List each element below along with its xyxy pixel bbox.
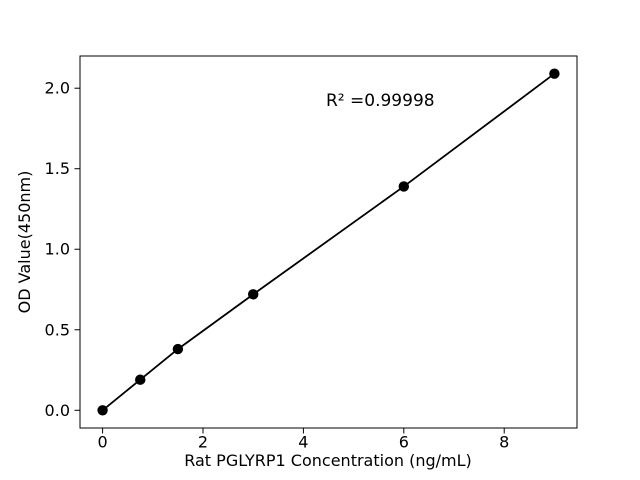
x-tick-label: 0 — [97, 433, 107, 452]
y-axis: 0.0 0.5 1.0 1.5 2.0 — [45, 79, 80, 420]
x-tick-label: 8 — [499, 433, 509, 452]
data-point — [549, 68, 560, 79]
data-point — [247, 289, 259, 300]
fit-line — [102, 72, 555, 411]
y-tick-label: 0.0 — [45, 401, 70, 420]
data-point — [172, 343, 184, 355]
y-tick-label: 1.5 — [45, 159, 70, 178]
fit-line-path — [102, 72, 555, 411]
y-tick-label: 1.0 — [45, 240, 70, 259]
x-axis-label: Rat PGLYRP1 Concentration (ng/mL) — [184, 451, 472, 470]
data-point — [97, 405, 108, 416]
x-tick-label: 2 — [198, 433, 208, 452]
r-squared-annotation: R² =0.99998 — [326, 91, 435, 111]
y-tick-label: 0.5 — [45, 320, 70, 339]
data-point — [135, 374, 146, 385]
x-axis: 0 2 4 6 8 — [97, 428, 509, 452]
plot-spines — [79, 55, 578, 429]
x-tick-label: 6 — [399, 433, 409, 452]
data-point — [398, 181, 410, 192]
y-axis-label: OD Value(450nm) — [15, 171, 34, 314]
y-tick-label: 2.0 — [45, 79, 70, 98]
x-tick-label: 4 — [298, 433, 308, 452]
data-points — [97, 68, 560, 416]
